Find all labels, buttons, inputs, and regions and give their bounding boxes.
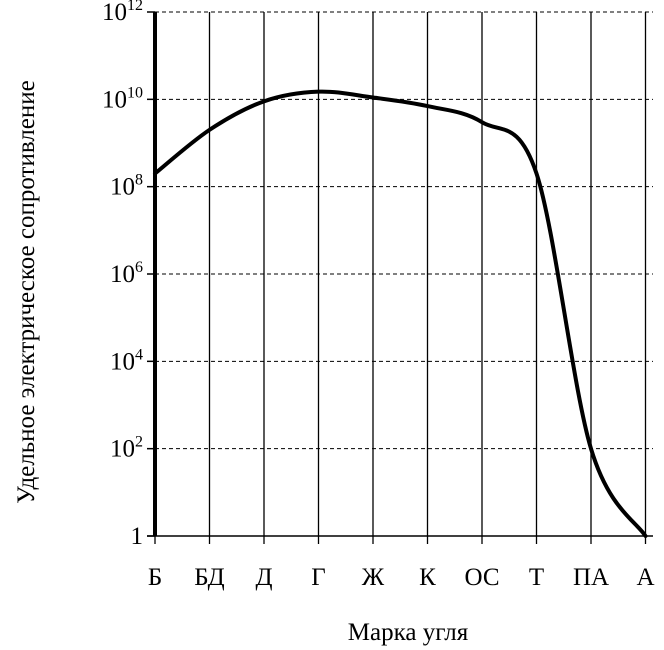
series [153, 89, 648, 538]
x-tick-labels: Б БД Д Г Ж К ОС Т ПА А [148, 564, 655, 591]
x-axis-title: Марка угля [348, 619, 469, 646]
y-tick-labels: 1 102 104 106 108 1010 1012 [102, 0, 143, 550]
y-tick-label: 1 [131, 523, 144, 550]
x-tick-label: Г [311, 564, 325, 591]
axes [147, 11, 653, 544]
x-tick-label: Т [529, 564, 544, 591]
x-tick-label: Ж [362, 564, 385, 591]
x-tick-label: ОС [464, 564, 499, 591]
x-tick-label: Б [148, 564, 162, 591]
x-tick-label: ПА [573, 564, 609, 591]
y-tick-label: 102 [110, 434, 143, 463]
y-tick-label: 106 [110, 259, 143, 288]
x-tick-label: БД [194, 564, 224, 591]
x-tick-label: Д [255, 564, 272, 591]
y-tick-label: 1012 [102, 0, 143, 26]
x-tick-label: А [636, 564, 654, 591]
grid [155, 11, 653, 536]
x-tick-label: К [419, 564, 436, 591]
y-tick-label: 104 [110, 346, 143, 375]
series-line [153, 89, 648, 538]
y-tick-label: 1010 [102, 84, 143, 113]
y-axis-title: Удельное электрическое сопротивление [13, 80, 40, 503]
y-tick-label: 108 [110, 172, 143, 201]
